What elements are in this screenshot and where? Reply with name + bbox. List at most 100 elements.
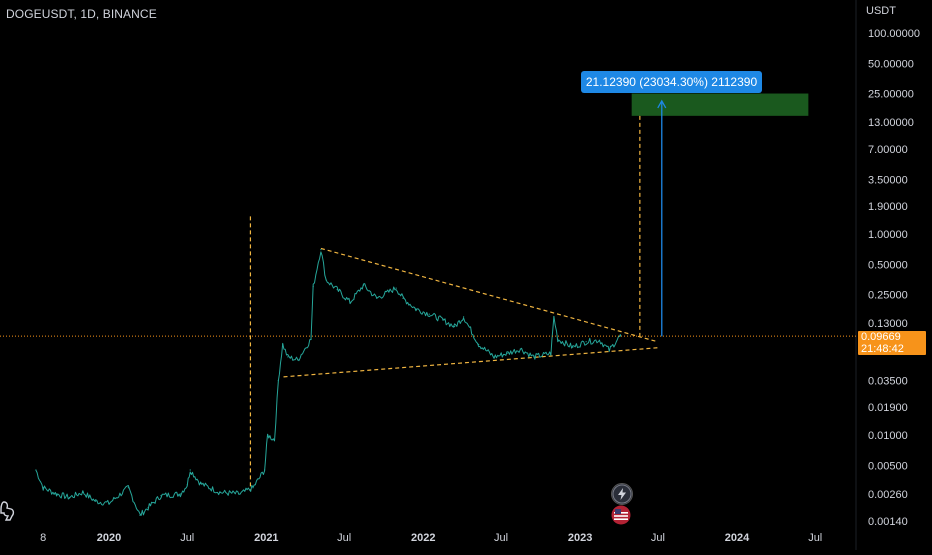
price-point — [264, 469, 266, 471]
x-tick-label: 2022 — [411, 532, 435, 544]
price-point — [108, 502, 110, 504]
y-tick-label: 0.50000 — [868, 259, 908, 271]
x-tick-label: Jul — [494, 532, 508, 544]
x-tick-label: 2021 — [254, 532, 278, 544]
price-point — [395, 287, 397, 289]
price-point — [55, 493, 58, 495]
price-axis[interactable]: 100.00000 50.00000 25.00000 13.00000 7.00000… — [868, 28, 920, 528]
price-point — [415, 308, 417, 310]
price-point — [519, 348, 521, 350]
price-point — [402, 297, 404, 299]
price-point — [619, 335, 621, 337]
y-tick-label: 3.50000 — [868, 174, 908, 186]
price-point — [282, 343, 284, 345]
y-tick-label: 1.90000 — [868, 201, 908, 213]
price-point — [585, 341, 587, 343]
candle-countdown: 21:48:42 — [861, 343, 904, 355]
price-point — [608, 349, 610, 351]
currency-label: USDT — [866, 5, 896, 17]
price-point — [160, 495, 162, 497]
price-point — [478, 343, 480, 345]
price-point — [239, 493, 241, 495]
price-point — [463, 316, 465, 318]
target-zone-box[interactable] — [631, 93, 809, 116]
y-tick-label: 0.01000 — [868, 430, 908, 442]
price-point — [186, 484, 188, 486]
target-zone[interactable] — [631, 93, 809, 116]
y-tick-label: 13.00000 — [868, 117, 914, 129]
price-point — [139, 514, 141, 516]
x-tick-label: 2023 — [568, 532, 592, 544]
price-point — [252, 487, 254, 489]
y-tick-label: 50.00000 — [868, 58, 914, 70]
us-flag-icon[interactable] — [611, 505, 631, 525]
price-point — [287, 356, 289, 358]
y-tick-label: 0.00500 — [868, 460, 908, 472]
price-point — [82, 491, 84, 493]
y-tick-label: 0.01900 — [868, 402, 908, 414]
price-point — [310, 338, 312, 340]
price-point — [199, 482, 202, 485]
triangle-pattern[interactable] — [249, 115, 658, 491]
price-point — [189, 469, 191, 471]
price-point — [553, 316, 555, 318]
tradingview-logo-icon[interactable] — [0, 500, 16, 522]
current-price-value: 0.09669 — [861, 331, 901, 343]
x-tick-label: Jul — [337, 532, 351, 544]
x-tick-label: 2024 — [725, 532, 750, 544]
price-point — [453, 326, 456, 328]
price-point — [179, 493, 181, 495]
price-series — [35, 249, 622, 516]
price-point — [598, 339, 601, 341]
price-point — [336, 289, 338, 291]
price-point — [277, 379, 279, 382]
price-point — [273, 439, 276, 441]
price-point — [219, 491, 221, 493]
x-tick-label: 2020 — [97, 532, 121, 544]
measure-arrow-head[interactable] — [657, 99, 667, 109]
pattern-lower-trendline[interactable] — [283, 347, 658, 378]
price-point — [325, 279, 327, 281]
x-tick-label: Jul — [180, 532, 194, 544]
pattern-upper-trendline[interactable] — [320, 247, 658, 343]
price-point — [68, 496, 71, 499]
y-tick-label: 100.00000 — [868, 28, 920, 40]
price-point — [572, 346, 574, 348]
price-point — [95, 500, 97, 502]
y-tick-label: 0.00260 — [868, 489, 908, 501]
price-point — [506, 352, 508, 355]
price-point — [349, 301, 351, 303]
y-tick-label: 0.00140 — [868, 516, 908, 528]
measure-label[interactable]: 21.12390 (23034.30%) 2112390 — [581, 71, 762, 93]
price-point — [35, 469, 37, 471]
y-tick-label: 0.13000 — [868, 318, 908, 330]
symbol-title[interactable]: DOGEUSDT, 1D, BINANCE — [6, 7, 157, 21]
doge-price-line — [35, 251, 622, 516]
y-tick-label: 1.00000 — [868, 229, 908, 241]
price-point — [533, 356, 535, 358]
y-tick-label: 0.03500 — [868, 375, 908, 387]
price-point — [362, 284, 365, 286]
price-point — [320, 249, 322, 251]
y-tick-label: 7.00000 — [868, 144, 908, 156]
price-point — [493, 356, 495, 358]
lightning-icon[interactable] — [611, 483, 633, 505]
price-point — [376, 297, 378, 299]
price-point — [297, 359, 299, 361]
price-point — [312, 286, 314, 288]
y-tick-label: 0.25000 — [868, 290, 908, 302]
x-tick-label: Jul — [808, 532, 822, 544]
price-point — [147, 507, 149, 509]
x-tick-label: 8 — [40, 532, 46, 544]
y-tick-label: 25.00000 — [868, 89, 914, 101]
price-point — [441, 319, 444, 321]
price-point — [127, 487, 129, 489]
measure-arrow[interactable] — [657, 99, 667, 337]
current-price-tag: 0.09669 21:48:42 — [858, 331, 926, 355]
price-point — [557, 338, 559, 340]
time-axis[interactable]: 8 2020 Jul 2021 Jul 2022 Jul 2023 Jul 2024 Jul — [40, 532, 822, 544]
price-point — [428, 313, 430, 315]
price-point — [550, 352, 552, 355]
